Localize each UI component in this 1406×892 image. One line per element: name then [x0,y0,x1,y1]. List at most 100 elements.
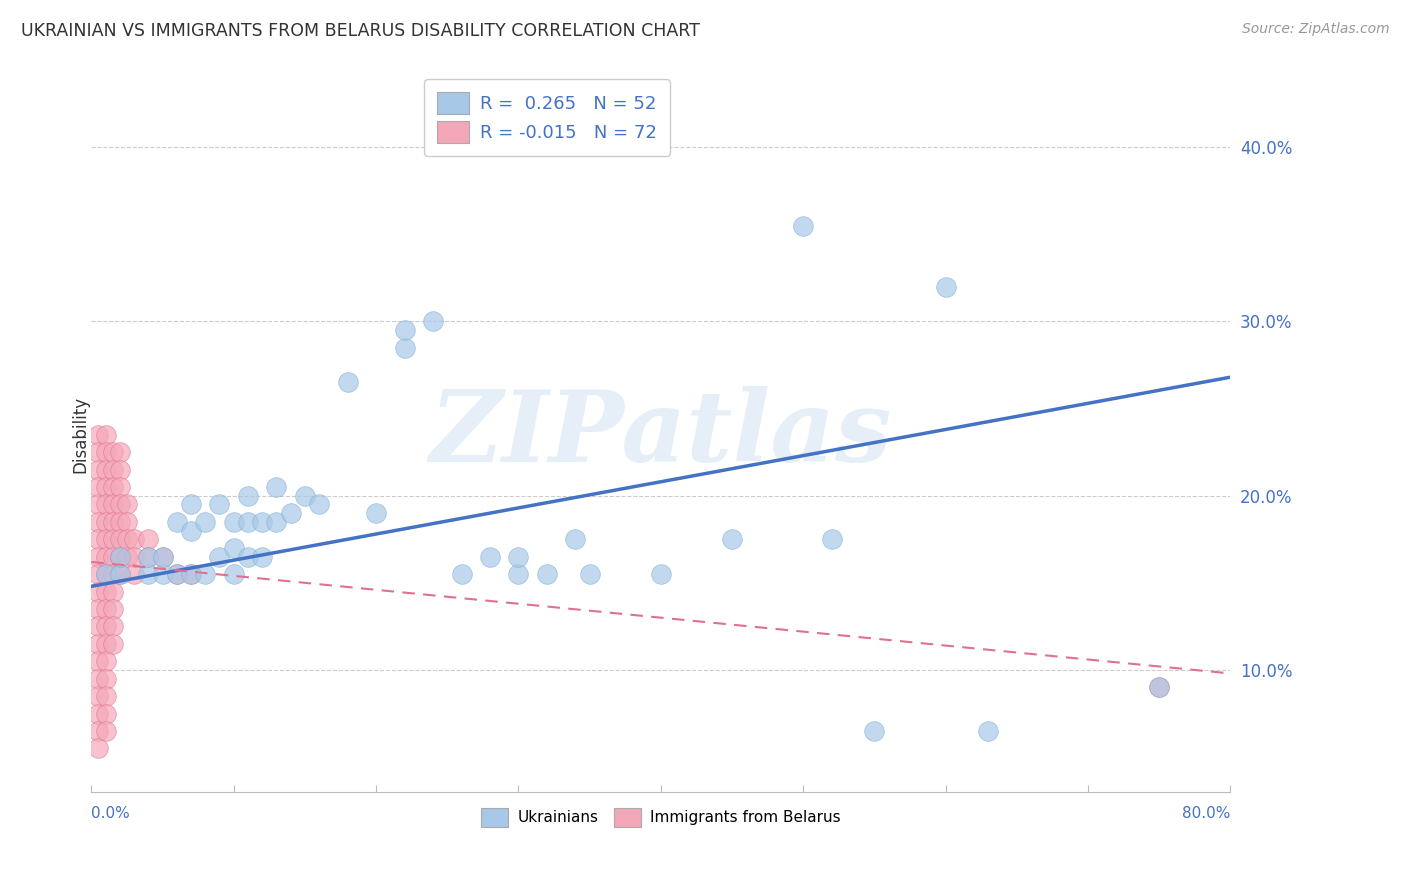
Point [108,549,131,564]
Point [108,480,131,494]
Point [108,567,131,582]
Point [792,219,814,233]
Point [101,602,124,616]
Point [94,723,117,738]
Point [94,584,117,599]
Point [180,567,202,582]
Point [250,515,273,529]
Point [101,584,124,599]
Point [166,567,188,582]
Point [508,567,530,582]
Point [152,567,174,582]
Point [94,567,117,582]
Point [94,619,117,633]
Text: UKRAINIAN VS IMMIGRANTS FROM BELARUS DISABILITY CORRELATION CHART: UKRAINIAN VS IMMIGRANTS FROM BELARUS DIS… [21,22,700,40]
Point [87,567,110,582]
Point [101,619,124,633]
Point [87,672,110,686]
Point [136,533,159,547]
Point [236,515,259,529]
Point [222,541,245,555]
Point [94,515,117,529]
Point [87,515,110,529]
Point [94,602,117,616]
Point [450,567,472,582]
Point [280,506,302,520]
Point [422,314,444,328]
Point [87,462,110,476]
Point [87,619,110,633]
Point [101,480,124,494]
Point [508,549,530,564]
Point [94,549,117,564]
Point [166,567,188,582]
Point [122,533,145,547]
Point [94,706,117,721]
Point [108,567,131,582]
Point [1147,681,1170,695]
Point [266,515,288,529]
Point [977,723,1000,738]
Point [115,515,138,529]
Point [101,533,124,547]
Point [394,323,416,337]
Point [87,602,110,616]
Point [536,567,558,582]
Point [364,506,387,520]
Point [101,497,124,511]
Point [222,515,245,529]
Point [194,567,217,582]
Point [564,533,586,547]
Point [94,637,117,651]
Point [180,497,202,511]
Point [122,567,145,582]
Point [236,549,259,564]
Point [94,567,117,582]
Point [194,515,217,529]
Point [87,480,110,494]
Point [294,489,316,503]
Point [250,549,273,564]
Point [87,549,110,564]
Point [101,462,124,476]
Point [935,279,957,293]
Text: 80.0%: 80.0% [1182,806,1230,822]
Point [821,533,844,547]
Point [1147,681,1170,695]
Point [94,427,117,442]
Point [115,549,138,564]
Point [136,549,159,564]
Point [180,524,202,538]
Text: ZIPatlas: ZIPatlas [430,386,891,483]
Text: 0.0%: 0.0% [91,806,131,822]
Point [152,549,174,564]
Legend: Ukrainians, Immigrants from Belarus: Ukrainians, Immigrants from Belarus [472,800,849,834]
Point [394,341,416,355]
Point [87,445,110,459]
Point [87,723,110,738]
Point [87,584,110,599]
Point [87,741,110,756]
Point [108,445,131,459]
Point [94,654,117,668]
Point [122,549,145,564]
Point [208,497,231,511]
Point [108,549,131,564]
Point [87,497,110,511]
Point [94,672,117,686]
Point [101,445,124,459]
Point [115,533,138,547]
Point [94,689,117,703]
Point [94,480,117,494]
Point [108,533,131,547]
Point [578,567,600,582]
Point [222,567,245,582]
Point [101,549,124,564]
Point [87,637,110,651]
Point [863,723,886,738]
Point [208,549,231,564]
Point [87,706,110,721]
Point [236,489,259,503]
Point [479,549,502,564]
Point [101,637,124,651]
